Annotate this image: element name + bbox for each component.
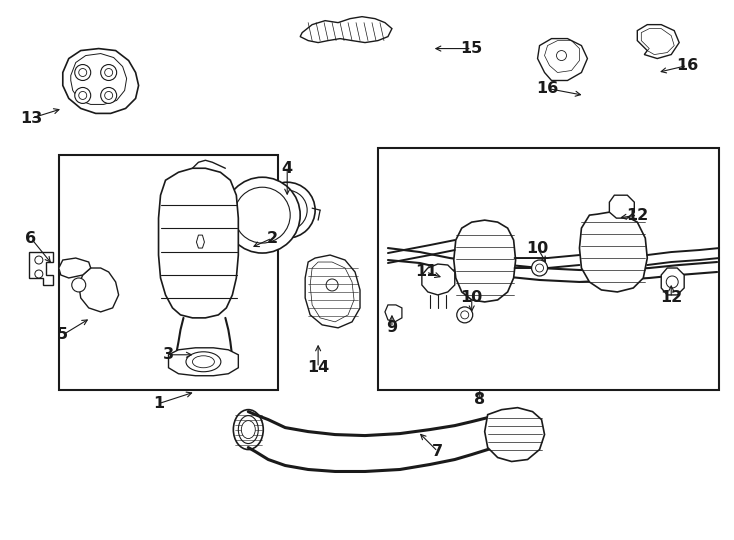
- Polygon shape: [661, 268, 684, 295]
- Circle shape: [234, 187, 290, 243]
- Polygon shape: [454, 220, 515, 302]
- Text: 14: 14: [307, 360, 330, 375]
- Text: 16: 16: [676, 58, 698, 73]
- Polygon shape: [422, 264, 455, 295]
- Text: 4: 4: [282, 161, 293, 176]
- Polygon shape: [300, 17, 392, 43]
- Text: 16: 16: [537, 81, 559, 96]
- Text: 12: 12: [660, 291, 683, 306]
- Polygon shape: [59, 258, 91, 278]
- Polygon shape: [63, 49, 139, 113]
- Polygon shape: [385, 305, 402, 322]
- Polygon shape: [637, 25, 679, 58]
- Circle shape: [101, 87, 117, 104]
- Ellipse shape: [241, 421, 255, 438]
- Text: 2: 2: [266, 231, 277, 246]
- Ellipse shape: [192, 356, 214, 368]
- Ellipse shape: [233, 410, 264, 449]
- Text: 8: 8: [474, 392, 485, 407]
- Bar: [378, 148, 719, 390]
- Text: 5: 5: [57, 327, 68, 342]
- Polygon shape: [159, 168, 239, 318]
- Circle shape: [267, 190, 307, 230]
- Circle shape: [79, 69, 87, 77]
- Circle shape: [34, 256, 43, 264]
- Circle shape: [79, 91, 87, 99]
- Polygon shape: [484, 408, 545, 462]
- Polygon shape: [609, 195, 634, 218]
- Text: 7: 7: [432, 444, 443, 459]
- Polygon shape: [579, 212, 647, 292]
- Circle shape: [666, 276, 678, 288]
- Text: 15: 15: [461, 41, 483, 56]
- Polygon shape: [79, 268, 119, 312]
- Polygon shape: [305, 255, 360, 328]
- Circle shape: [259, 182, 315, 238]
- Circle shape: [457, 307, 473, 323]
- Ellipse shape: [186, 352, 221, 372]
- Circle shape: [461, 311, 469, 319]
- Text: 3: 3: [163, 347, 174, 362]
- Ellipse shape: [239, 416, 258, 443]
- Polygon shape: [537, 38, 587, 80]
- Circle shape: [531, 260, 548, 276]
- Polygon shape: [169, 348, 239, 376]
- Circle shape: [72, 278, 86, 292]
- Circle shape: [101, 64, 117, 80]
- Text: 1: 1: [153, 396, 164, 411]
- Text: 6: 6: [25, 231, 37, 246]
- Text: 10: 10: [461, 291, 483, 306]
- Text: 13: 13: [20, 111, 42, 126]
- Circle shape: [75, 64, 91, 80]
- Circle shape: [34, 270, 43, 278]
- Text: 9: 9: [386, 320, 398, 335]
- Text: 12: 12: [626, 208, 648, 222]
- Circle shape: [105, 69, 112, 77]
- Circle shape: [105, 91, 112, 99]
- Circle shape: [536, 264, 544, 272]
- Circle shape: [326, 279, 338, 291]
- Bar: [59, 156, 278, 390]
- Circle shape: [225, 177, 300, 253]
- Circle shape: [556, 51, 567, 60]
- Circle shape: [75, 87, 91, 104]
- Text: 10: 10: [526, 240, 549, 255]
- Polygon shape: [29, 252, 53, 285]
- Text: 11: 11: [415, 265, 437, 280]
